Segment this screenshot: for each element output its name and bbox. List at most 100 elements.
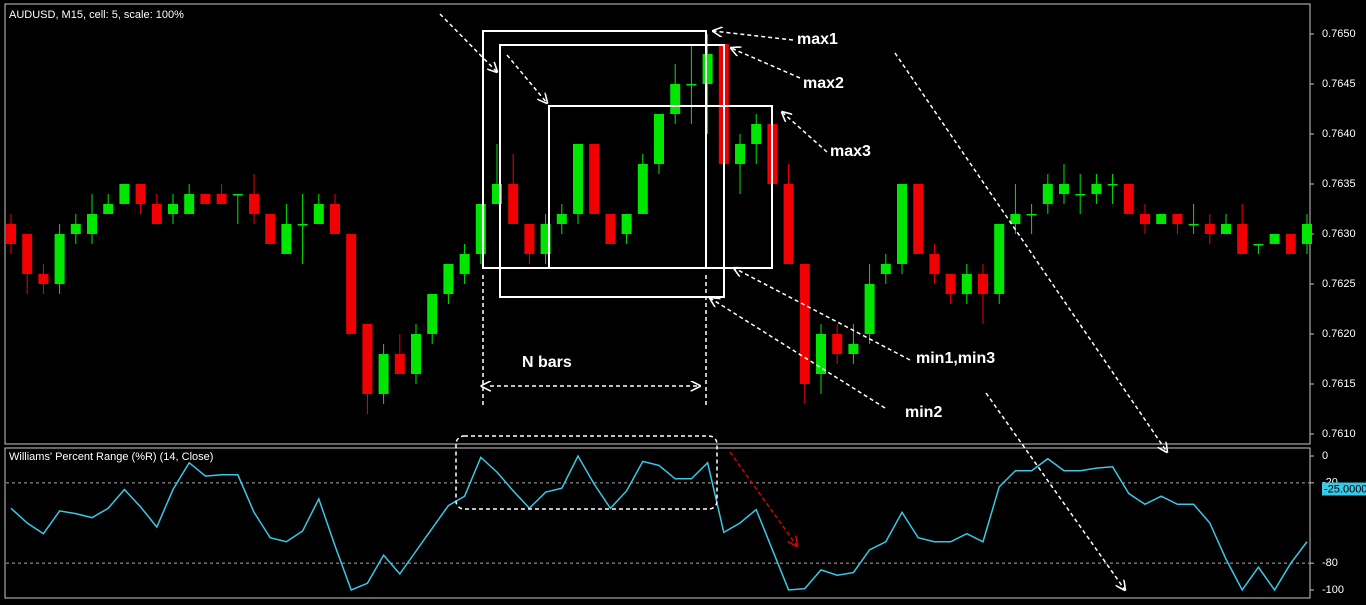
annotation: N bars bbox=[522, 354, 572, 371]
candle-body bbox=[864, 284, 875, 334]
y-tick-label: 0.7630 bbox=[1322, 228, 1356, 240]
candle-body bbox=[1204, 224, 1215, 234]
annotation: min1,min3 bbox=[916, 350, 995, 367]
candle-body bbox=[281, 224, 292, 254]
current-label: -25.0000 bbox=[1324, 483, 1366, 495]
candle-body bbox=[1253, 244, 1264, 246]
candle-body bbox=[1026, 214, 1037, 216]
candle-body bbox=[929, 254, 940, 274]
candle-body bbox=[1042, 184, 1053, 204]
box bbox=[548, 105, 773, 269]
candle-body bbox=[589, 144, 600, 214]
candle-body bbox=[913, 184, 924, 254]
candle-body bbox=[151, 204, 162, 224]
annotation: max1 bbox=[797, 31, 838, 48]
candle-body bbox=[751, 124, 762, 144]
annotation-shapes bbox=[439, 13, 1167, 590]
candle-body bbox=[945, 274, 956, 294]
candle-body bbox=[1237, 224, 1248, 254]
candle-body bbox=[87, 214, 97, 234]
y-tick-label: 0 bbox=[1322, 450, 1328, 462]
candle-body bbox=[540, 224, 551, 254]
candle-body bbox=[961, 274, 972, 294]
candle-body bbox=[103, 204, 114, 214]
candle-body bbox=[38, 274, 49, 284]
y-tick-label: 0.7620 bbox=[1322, 328, 1356, 340]
annotation: min2 bbox=[905, 404, 942, 421]
candle-body bbox=[475, 204, 486, 254]
candle-body bbox=[556, 214, 567, 224]
candle-body bbox=[168, 204, 178, 214]
candle-body bbox=[22, 234, 33, 274]
annotation: max2 bbox=[803, 75, 844, 92]
arrow bbox=[710, 298, 886, 409]
arrow bbox=[734, 268, 911, 361]
candle-body bbox=[330, 204, 340, 234]
candle-body bbox=[1302, 224, 1312, 244]
candle-body bbox=[880, 264, 891, 274]
candle-body bbox=[686, 84, 697, 86]
candle-body bbox=[605, 214, 616, 244]
annotation: max3 bbox=[830, 143, 871, 160]
candle-body bbox=[249, 194, 259, 214]
arrow bbox=[894, 52, 1167, 452]
candle-body bbox=[1221, 224, 1231, 234]
candle-body bbox=[524, 224, 535, 254]
candle-body bbox=[1059, 184, 1069, 194]
candle-body bbox=[832, 334, 843, 354]
y-tick-label: -100 bbox=[1322, 584, 1344, 596]
candle-body bbox=[378, 354, 389, 394]
candle-body bbox=[1285, 234, 1296, 254]
candle-body bbox=[216, 194, 227, 204]
candle-body bbox=[184, 194, 195, 214]
candle-body bbox=[6, 224, 16, 244]
indicator: 0-20-80-100-25.0000 bbox=[6, 450, 1366, 596]
candle-body bbox=[508, 184, 519, 224]
candle-body bbox=[994, 224, 1005, 294]
box bbox=[499, 44, 725, 298]
candles: 0.7610 0.7615 0.7620 0.7625 0.7630 0.7635 0.76… bbox=[6, 28, 1356, 440]
candle-body bbox=[346, 234, 357, 334]
candle-body bbox=[654, 114, 664, 164]
y-tick-label: 0.7625 bbox=[1322, 278, 1356, 290]
annotations: max1 max2 max3 min1,min3 min2 N bars bbox=[522, 31, 995, 421]
y-tick-label: 0.7610 bbox=[1322, 428, 1356, 440]
candle-body bbox=[1269, 234, 1280, 244]
current-marker bbox=[1322, 482, 1366, 496]
arrow bbox=[713, 31, 794, 41]
candle-body bbox=[54, 234, 65, 284]
candle-body bbox=[1188, 224, 1199, 226]
candle-body bbox=[1172, 214, 1183, 224]
candle-body bbox=[1075, 194, 1086, 196]
y-tick-label: 0.7635 bbox=[1322, 178, 1356, 190]
candle-body bbox=[394, 354, 405, 374]
chart-title: AUDUSD, M15, cell: 5, scale: 100% bbox=[9, 9, 184, 21]
highlight bbox=[455, 435, 718, 510]
arrow bbox=[985, 392, 1125, 590]
arrow bbox=[439, 13, 497, 72]
candle-body bbox=[297, 224, 308, 226]
indicator-title: Williams' Percent Range (%R) (14, Close) bbox=[9, 451, 213, 463]
candle-body bbox=[1140, 214, 1150, 224]
candle-body bbox=[1010, 214, 1021, 224]
candle-body bbox=[1156, 214, 1167, 224]
candle-body bbox=[443, 264, 454, 294]
candle-body bbox=[232, 194, 243, 196]
candle-body bbox=[427, 294, 438, 334]
candle-body bbox=[897, 184, 907, 264]
candle-body bbox=[135, 184, 146, 204]
candle-body bbox=[702, 54, 713, 84]
candle-body bbox=[799, 264, 810, 384]
candle-body bbox=[411, 334, 421, 374]
candle-body bbox=[735, 144, 745, 164]
candle-body bbox=[783, 184, 794, 264]
arrow bbox=[506, 54, 547, 103]
y-tick-label: 0.7615 bbox=[1322, 378, 1356, 390]
candle-body bbox=[637, 164, 648, 214]
indicator-panel bbox=[4, 447, 1311, 599]
y-tick-label: 0.7640 bbox=[1322, 128, 1356, 140]
candle-body bbox=[459, 254, 470, 274]
candle-body bbox=[119, 184, 130, 204]
